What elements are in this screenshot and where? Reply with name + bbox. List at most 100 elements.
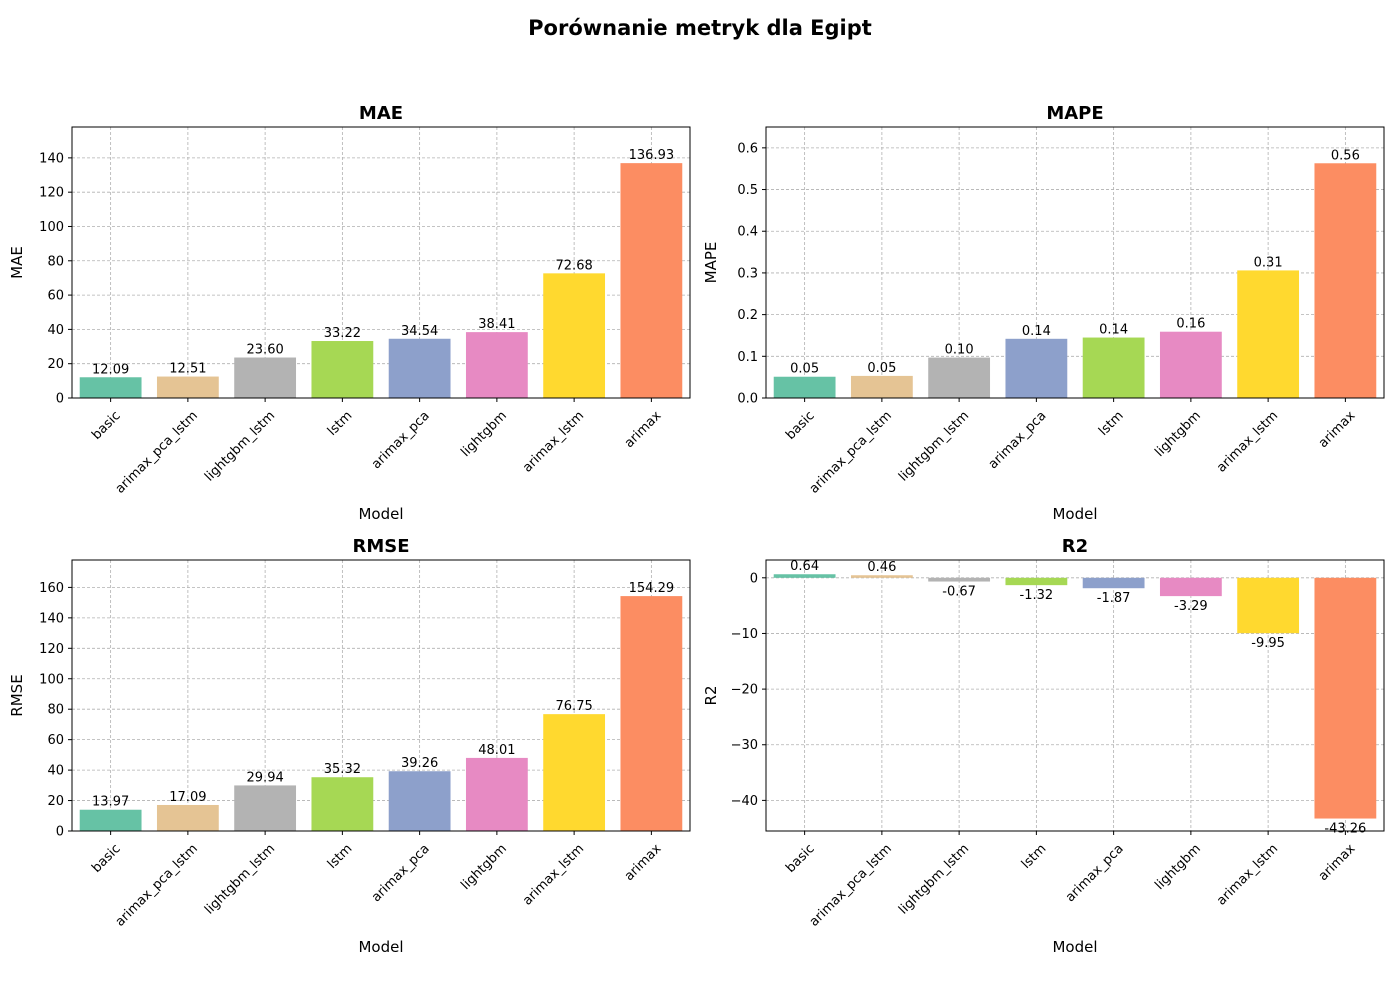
r2-data-label: -1.32 bbox=[1020, 588, 1054, 603]
r2-xtick-label: arimax_lstm bbox=[1214, 841, 1281, 908]
r2-xtick-label: lstm bbox=[1019, 841, 1050, 872]
figure-title: Porównanie metryk dla Egipt bbox=[528, 16, 872, 40]
mae-ytick-label: 120 bbox=[39, 186, 64, 201]
mape-bar-basic bbox=[773, 376, 836, 398]
r2-xlabel: Model bbox=[1052, 938, 1097, 956]
mae-xtick-label: arimax_lstm bbox=[520, 408, 587, 475]
r2-bar-lstm bbox=[1005, 577, 1068, 586]
mape-bar-arimax_lstm bbox=[1237, 270, 1300, 398]
mae-ytick-label: 60 bbox=[47, 289, 64, 304]
rmse-xtick-label: arimax_pca_lstm bbox=[113, 841, 201, 929]
r2-bar-basic bbox=[773, 574, 836, 578]
rmse-ytick-label: 140 bbox=[39, 611, 64, 626]
r2-bar-arimax_lstm bbox=[1237, 577, 1300, 634]
mae-panel: 12.09 12.51 23.60 33.22 34.54 38.41 72.68 136.9… bbox=[8, 103, 691, 523]
mape-xtick-label: lightgbm_lstm bbox=[896, 408, 972, 484]
mape-bar-arimax bbox=[1314, 163, 1377, 398]
mae-bar-arimax_pca bbox=[388, 338, 451, 398]
rmse-ytick-label: 100 bbox=[39, 672, 64, 687]
r2-bar-arimax_pca bbox=[1082, 577, 1145, 589]
rmse-axes-frame bbox=[71, 559, 691, 832]
r2-data-label: -3.29 bbox=[1174, 599, 1208, 614]
mape-bar-lightgbm bbox=[1159, 331, 1222, 398]
rmse-data-label: 17.09 bbox=[169, 790, 206, 805]
mape-ytick-label: 0.6 bbox=[737, 141, 758, 156]
mape-xtick-label: lightgbm bbox=[1152, 408, 1204, 460]
mae-ylabel: MAE bbox=[8, 246, 26, 279]
mae-data-label: 23.60 bbox=[247, 343, 284, 358]
mape-data-label: 0.05 bbox=[790, 362, 819, 377]
rmse-ytick-label: 60 bbox=[47, 733, 64, 748]
mape-ytick-label: 0.0 bbox=[737, 392, 758, 407]
mae-xtick-label: lightgbm bbox=[458, 408, 510, 460]
rmse-bar-lightgbm_lstm bbox=[234, 785, 297, 831]
r2-data-label: -0.67 bbox=[942, 585, 976, 600]
mae-xtick-label: arimax_pca bbox=[369, 408, 433, 472]
mape-ytick-label: 0.3 bbox=[737, 266, 758, 281]
r2-title: R2 bbox=[1062, 536, 1088, 557]
rmse-ytick-label: 0 bbox=[56, 825, 64, 840]
mape-data-label: 0.14 bbox=[1099, 323, 1128, 338]
mae-ytick-label: 80 bbox=[47, 254, 64, 269]
r2-xtick-label: arimax_pca bbox=[1063, 841, 1127, 905]
mae-bar-basic bbox=[79, 377, 142, 398]
rmse-ytick-label: 160 bbox=[39, 581, 64, 596]
mape-axes-frame bbox=[765, 126, 1385, 399]
mae-bar-arimax_lstm bbox=[543, 273, 606, 398]
rmse-panel: 13.97 17.09 29.94 35.32 39.26 48.01 76.75 154.2… bbox=[8, 536, 691, 956]
rmse-ylabel: RMSE bbox=[8, 674, 26, 716]
mape-panel: 0.05 0.05 0.10 0.14 0.14 0.16 0.31 0.56 0.0 0.1 0.… bbox=[702, 103, 1385, 523]
mae-axes-frame bbox=[71, 126, 691, 399]
rmse-xtick-label: lstm bbox=[325, 841, 356, 872]
r2-data-label: -9.95 bbox=[1251, 636, 1285, 651]
mape-bar-lightgbm_lstm bbox=[928, 357, 991, 398]
r2-ytick-label: −30 bbox=[731, 738, 758, 753]
mae-bar-arimax bbox=[620, 163, 683, 398]
rmse-xtick-label: lightgbm_lstm bbox=[202, 841, 278, 917]
mape-data-label: 0.56 bbox=[1331, 148, 1360, 163]
rmse-bar-arimax_pca bbox=[388, 771, 451, 831]
r2-xtick-label: basic bbox=[783, 841, 817, 875]
r2-xtick-label: lightgbm_lstm bbox=[896, 841, 972, 917]
rmse-ytick-label: 120 bbox=[39, 642, 64, 657]
mape-data-label: 0.10 bbox=[945, 343, 974, 358]
mae-ytick-label: 40 bbox=[47, 323, 64, 338]
rmse-xtick-label: arimax_pca bbox=[369, 841, 433, 905]
r2-ylabel: R2 bbox=[702, 686, 720, 706]
mae-title: MAE bbox=[359, 103, 403, 124]
mape-xtick-label: arimax_pca bbox=[986, 408, 1050, 472]
mape-data-label: 0.16 bbox=[1176, 317, 1205, 332]
mae-ytick-label: 140 bbox=[39, 151, 64, 166]
r2-axes-frame bbox=[765, 559, 1385, 832]
rmse-xtick-label: arimax_lstm bbox=[520, 841, 587, 908]
mape-ytick-label: 0.5 bbox=[737, 183, 758, 198]
rmse-xlabel: Model bbox=[358, 938, 403, 956]
rmse-xtick-label: arimax bbox=[622, 841, 665, 884]
rmse-data-label: 39.26 bbox=[401, 756, 438, 771]
mae-bar-lightgbm bbox=[465, 332, 528, 398]
r2-bar-arimax bbox=[1314, 577, 1377, 819]
mae-ytick-label: 20 bbox=[47, 357, 64, 372]
mape-ytick-label: 0.1 bbox=[737, 350, 758, 365]
mape-xtick-label: arimax bbox=[1316, 408, 1359, 451]
rmse-bar-basic bbox=[79, 809, 142, 831]
rmse-ytick-label: 20 bbox=[47, 794, 64, 809]
mae-xtick-label: lightgbm_lstm bbox=[202, 408, 278, 484]
rmse-bar-lightgbm bbox=[465, 757, 528, 831]
mape-bar-lstm bbox=[1082, 337, 1145, 398]
mae-xtick-label: basic bbox=[89, 408, 123, 442]
mae-data-label: 12.09 bbox=[92, 362, 129, 377]
rmse-data-label: 29.94 bbox=[247, 770, 284, 785]
mape-xlabel: Model bbox=[1052, 505, 1097, 523]
mae-bar-lstm bbox=[311, 341, 374, 398]
mape-ytick-label: 0.2 bbox=[737, 308, 758, 323]
mae-ytick-label: 100 bbox=[39, 220, 64, 235]
rmse-data-label: 76.75 bbox=[556, 699, 593, 714]
rmse-title: RMSE bbox=[352, 536, 409, 557]
mae-xtick-label: lstm bbox=[325, 408, 356, 439]
r2-data-label: -43.26 bbox=[1324, 822, 1366, 837]
rmse-bar-arimax bbox=[620, 596, 683, 831]
rmse-bar-arimax_pca_lstm bbox=[156, 804, 219, 831]
